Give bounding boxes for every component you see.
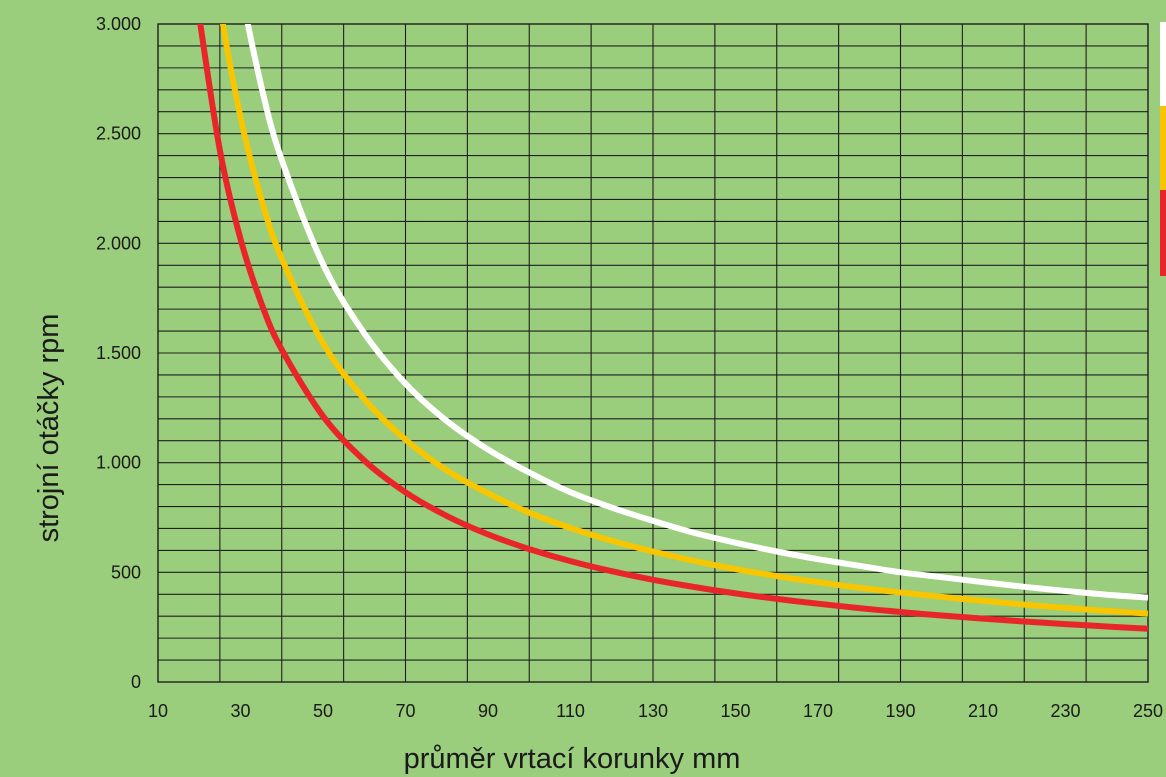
x-tick-label: 10 (148, 701, 168, 721)
series-line-2 (219, 24, 1148, 617)
x-tick-label: 90 (478, 701, 498, 721)
y-tick-label: 1.000 (96, 453, 141, 473)
x-tick-label: 70 (395, 701, 415, 721)
y-tick-label: 500 (111, 562, 141, 582)
x-axis-title: průměr vrtací korunky mm (404, 743, 741, 775)
y-tick-label: 0 (131, 672, 141, 692)
x-tick-label: 210 (968, 701, 998, 721)
series-line-1 (244, 24, 1148, 601)
grid (157, 23, 1149, 683)
x-tick-labels: 10 30 50 70 90 110 130 150 170 190 210 230 250 (148, 701, 1163, 721)
y-tick-label: 1.500 (96, 343, 141, 363)
x-tick-label: 150 (720, 701, 750, 721)
legend (1160, 22, 1166, 276)
legend-swatch-1 (1160, 22, 1166, 108)
y-tick-label: 2.500 (96, 124, 141, 144)
legend-swatch-3 (1160, 190, 1166, 276)
x-tick-label: 250 (1133, 701, 1163, 721)
y-tick-labels: 0 500 1.000 1.500 2.000 2.500 3.000 (96, 14, 141, 692)
y-axis-title: strojní otáčky rpm (33, 314, 65, 543)
x-tick-label: 130 (638, 701, 668, 721)
y-tick-label: 2.000 (96, 233, 141, 253)
series-group (197, 24, 1148, 632)
x-tick-label: 30 (230, 701, 250, 721)
x-tick-label: 230 (1050, 701, 1080, 721)
x-tick-label: 50 (313, 701, 333, 721)
x-tick-label: 170 (803, 701, 833, 721)
x-tick-label: 110 (556, 701, 585, 721)
y-tick-label: 3.000 (96, 14, 141, 34)
series-line-3 (197, 24, 1148, 632)
legend-swatch-2 (1160, 106, 1166, 192)
x-tick-label: 190 (885, 701, 915, 721)
